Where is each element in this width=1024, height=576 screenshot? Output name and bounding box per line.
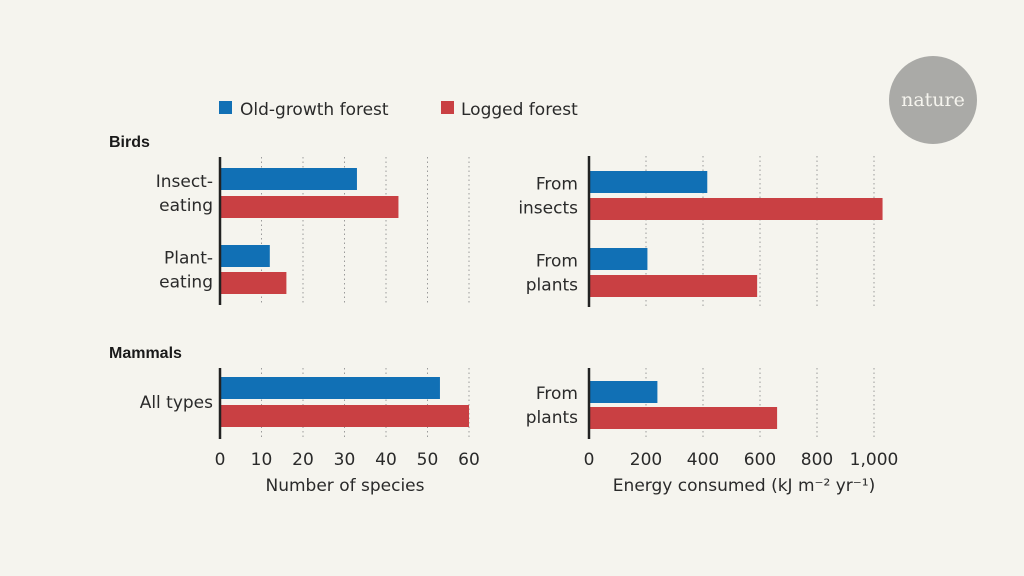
tick-label: 30	[334, 450, 356, 470]
category-label: eating	[159, 273, 213, 293]
legend-swatch-logged	[441, 101, 454, 114]
tick-label: 800	[801, 450, 833, 470]
axis-title-energy: Energy consumed (kJ m⁻² yr⁻¹)	[613, 476, 875, 496]
category-label: Plant-	[164, 249, 213, 269]
category-label: All types	[140, 393, 213, 413]
bar-logged	[589, 275, 758, 297]
tick-label: 600	[744, 450, 776, 470]
bar-old-growth	[589, 171, 708, 193]
legend-swatch-old-growth	[219, 101, 232, 114]
tick-label: 60	[458, 450, 480, 470]
bar-logged	[220, 272, 287, 294]
tick-label: 50	[417, 450, 439, 470]
tick-label: 0	[584, 450, 595, 470]
group-heading-mammals: Mammals	[109, 345, 182, 362]
bar-old-growth	[589, 248, 648, 270]
tick-label: 20	[292, 450, 314, 470]
tick-label: 400	[687, 450, 719, 470]
tick-label: 200	[630, 450, 662, 470]
axis-title-species: Number of species	[266, 476, 425, 496]
bar-logged	[220, 405, 469, 427]
category-label: plants	[526, 408, 578, 428]
bar-old-growth	[220, 245, 270, 267]
category-label: eating	[159, 196, 213, 216]
bar-logged	[220, 196, 399, 218]
tick-label: 40	[375, 450, 397, 470]
bar-old-growth	[589, 381, 658, 403]
bar-logged	[589, 198, 883, 220]
legend: Old-growth forest Logged forest	[219, 100, 578, 120]
tick-label: 10	[251, 450, 273, 470]
category-label: Insect-	[156, 172, 213, 192]
legend-label-old-growth: Old-growth forest	[240, 100, 389, 120]
category-label: plants	[526, 276, 578, 296]
legend-label-logged: Logged forest	[461, 100, 578, 120]
category-label: From	[536, 252, 578, 272]
category-label: insects	[518, 199, 578, 219]
category-label: From	[536, 384, 578, 404]
category-label: From	[536, 175, 578, 195]
bar-old-growth	[220, 168, 357, 190]
tick-label: 0	[215, 450, 226, 470]
bar-old-growth	[220, 377, 440, 399]
chart-marks: Insect-eating Plant-eating All types 0 10 20 3…	[140, 156, 899, 496]
tick-label: 1,000	[850, 450, 899, 470]
group-heading-birds: Birds	[109, 134, 150, 151]
logo-circle	[889, 56, 977, 144]
logo-text: nature	[901, 89, 965, 111]
bar-logged	[589, 407, 778, 429]
nature-logo: nature	[889, 56, 977, 144]
